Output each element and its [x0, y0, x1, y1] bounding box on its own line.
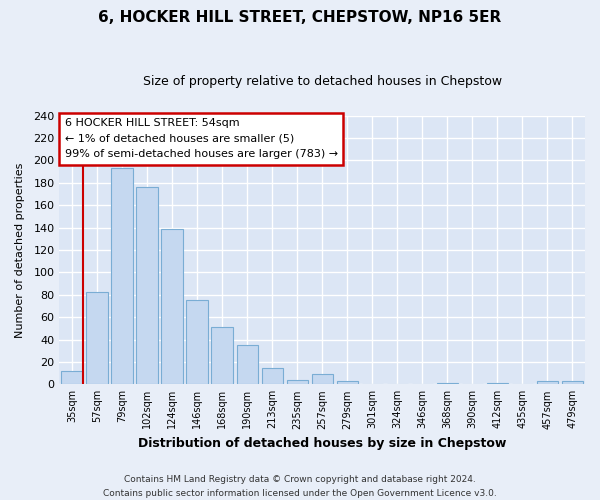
- Text: Contains HM Land Registry data © Crown copyright and database right 2024.
Contai: Contains HM Land Registry data © Crown c…: [103, 476, 497, 498]
- Text: 6 HOCKER HILL STREET: 54sqm
← 1% of detached houses are smaller (5)
99% of semi-: 6 HOCKER HILL STREET: 54sqm ← 1% of deta…: [65, 118, 338, 160]
- Bar: [61, 371, 83, 384]
- Bar: [211, 327, 233, 384]
- Bar: [311, 374, 333, 384]
- Bar: [112, 168, 133, 384]
- Title: Size of property relative to detached houses in Chepstow: Size of property relative to detached ho…: [143, 75, 502, 88]
- Y-axis label: Number of detached properties: Number of detached properties: [15, 162, 25, 338]
- Bar: [136, 187, 158, 384]
- Bar: [562, 381, 583, 384]
- Bar: [236, 345, 258, 385]
- Bar: [337, 381, 358, 384]
- Bar: [161, 228, 182, 384]
- Bar: [537, 381, 558, 384]
- Bar: [287, 380, 308, 384]
- Bar: [437, 383, 458, 384]
- Bar: [487, 383, 508, 384]
- Bar: [86, 292, 107, 384]
- X-axis label: Distribution of detached houses by size in Chepstow: Distribution of detached houses by size …: [138, 437, 506, 450]
- Bar: [187, 300, 208, 384]
- Text: 6, HOCKER HILL STREET, CHEPSTOW, NP16 5ER: 6, HOCKER HILL STREET, CHEPSTOW, NP16 5E…: [98, 10, 502, 25]
- Bar: [262, 368, 283, 384]
